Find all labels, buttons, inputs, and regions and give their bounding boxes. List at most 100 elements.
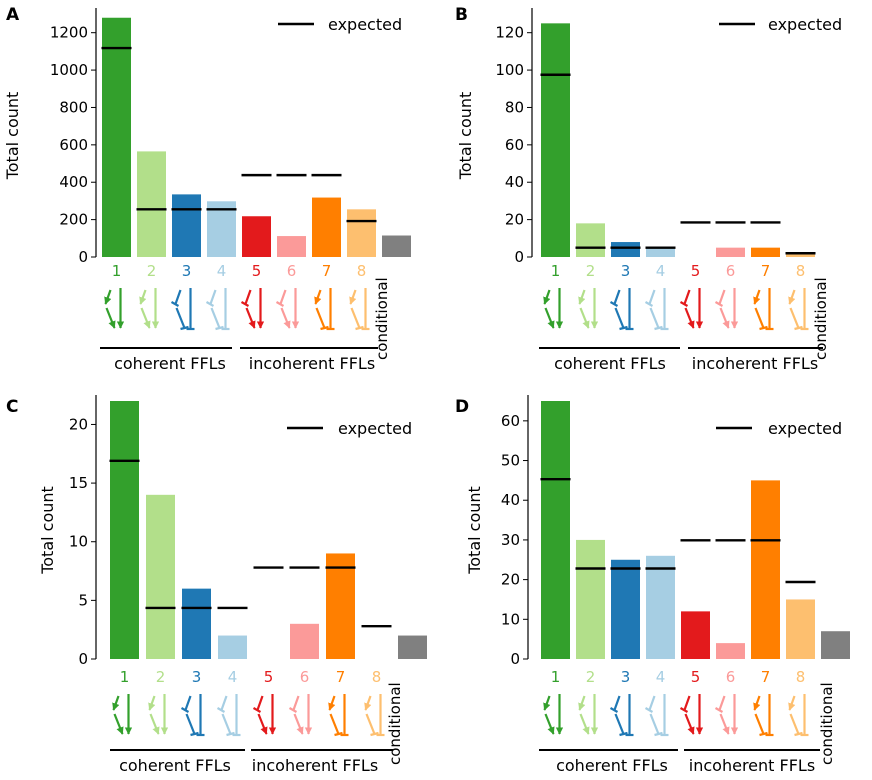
panel-B: B 0 20 40 60 80 100 120 Total count expected 1 2 3 4 5…: [455, 5, 842, 373]
conditional-label: conditional: [818, 682, 836, 765]
y-tick-label: 60: [505, 136, 524, 154]
legend-expected-label: expected: [768, 15, 842, 34]
y-tick-label: 0: [514, 248, 524, 266]
ffl-type-3-icon: [609, 288, 634, 331]
bar-4: [207, 201, 236, 257]
ffl-type-7-icon: [753, 288, 774, 331]
legend-expected-label: expected: [338, 419, 412, 438]
ffl-type-4-icon: [205, 288, 230, 331]
group-label-coherent: coherent FFLs: [556, 756, 668, 775]
bar-1: [110, 401, 139, 659]
bar-conditional: [821, 631, 850, 659]
y-tick-label: 40: [505, 173, 524, 191]
panel-letter: D: [455, 397, 469, 417]
category-label-8: 8: [372, 668, 382, 686]
y-tick-label: 1000: [50, 61, 88, 79]
category-label-8: 8: [796, 262, 806, 280]
category-label-2: 2: [586, 262, 596, 280]
group-label-coherent: coherent FFLs: [554, 354, 666, 373]
bar-4: [646, 247, 675, 257]
y-tick-label: 20: [501, 571, 520, 589]
category-label-2: 2: [156, 668, 166, 686]
bar-conditional: [382, 235, 411, 257]
category-label-7: 7: [761, 262, 771, 280]
y-tick-label: 1200: [50, 24, 88, 42]
bar-6: [716, 643, 745, 659]
ffl-type-6-icon: [275, 288, 300, 329]
y-tick-label: 5: [78, 591, 88, 609]
panel-D: D 0 10 20 30 40 50 60 Total count expected 1 2 3 4 5 6 7…: [455, 395, 850, 775]
bar-6: [716, 247, 745, 257]
bar-8: [347, 209, 376, 257]
category-label-1: 1: [112, 262, 122, 280]
y-tick-label: 20: [505, 211, 524, 229]
ffl-type-1-icon: [112, 694, 133, 735]
ffl-type-2-icon: [139, 288, 160, 329]
category-label-4: 4: [228, 668, 238, 686]
bar-2: [576, 223, 605, 257]
ffl-type-7-icon: [314, 288, 335, 331]
ffl-type-7-icon: [328, 694, 349, 737]
ffl-type-2-icon: [578, 288, 599, 329]
y-tick-label: 120: [495, 24, 524, 42]
bar-6: [277, 236, 306, 257]
ffl-type-1-icon: [543, 694, 564, 735]
category-label-3: 3: [621, 668, 631, 686]
conditional-label: conditional: [373, 277, 391, 360]
bar-2: [576, 539, 605, 659]
category-label-3: 3: [192, 668, 202, 686]
category-label-4: 4: [217, 262, 227, 280]
y-tick-label: 10: [69, 533, 88, 551]
group-label-incoherent: incoherent FFLs: [692, 354, 818, 373]
ffl-type-6-icon: [714, 288, 739, 329]
bar-1: [102, 17, 131, 257]
bar-2: [146, 494, 175, 659]
group-label-coherent: coherent FFLs: [114, 354, 226, 373]
y-axis-label: Total count: [465, 486, 484, 575]
category-label-4: 4: [656, 262, 666, 280]
ffl-type-6-icon: [714, 694, 739, 735]
y-tick-label: 200: [59, 211, 88, 229]
ffl-type-4-icon: [644, 694, 669, 737]
y-tick-label: 50: [501, 452, 520, 470]
bar-conditional: [398, 635, 427, 659]
group-label-coherent: coherent FFLs: [119, 756, 231, 775]
category-label-5: 5: [252, 262, 262, 280]
ffl-type-8-icon: [364, 694, 385, 737]
ffl-type-3-icon: [180, 694, 205, 737]
category-label-3: 3: [182, 262, 192, 280]
ffl-type-5-icon: [679, 694, 704, 735]
ffl-type-8-icon: [788, 288, 809, 331]
y-tick-label: 800: [59, 98, 88, 116]
ffl-type-7-icon: [753, 694, 774, 737]
ffl-type-4-icon: [216, 694, 241, 737]
y-tick-label: 30: [501, 531, 520, 549]
ffl-type-2-icon: [578, 694, 599, 735]
ffl-type-5-icon: [252, 694, 277, 735]
legend-expected-label: expected: [768, 419, 842, 438]
ffl-type-3-icon: [609, 694, 634, 737]
category-label-2: 2: [586, 668, 596, 686]
ffl-type-2-icon: [148, 694, 169, 735]
y-tick-label: 10: [501, 610, 520, 628]
y-tick-label: 400: [59, 173, 88, 191]
y-tick-label: 20: [69, 415, 88, 433]
bar-1: [541, 401, 570, 659]
category-label-7: 7: [322, 262, 332, 280]
y-tick-label: 60: [501, 412, 520, 430]
bar-7: [326, 553, 355, 659]
y-tick-label: 600: [59, 136, 88, 154]
category-label-1: 1: [551, 668, 561, 686]
category-label-6: 6: [726, 262, 736, 280]
category-label-3: 3: [621, 262, 631, 280]
category-label-6: 6: [300, 668, 310, 686]
category-label-5: 5: [691, 262, 701, 280]
bar-7: [312, 197, 341, 257]
category-label-8: 8: [357, 262, 367, 280]
category-label-2: 2: [147, 262, 157, 280]
panel-letter: C: [6, 397, 18, 417]
category-label-5: 5: [691, 668, 701, 686]
group-label-incoherent: incoherent FFLs: [252, 756, 378, 775]
panel-A: A 0 200 400 600 800 1000 1200 Total count expecte…: [3, 5, 411, 373]
ffl-type-5-icon: [679, 288, 704, 329]
